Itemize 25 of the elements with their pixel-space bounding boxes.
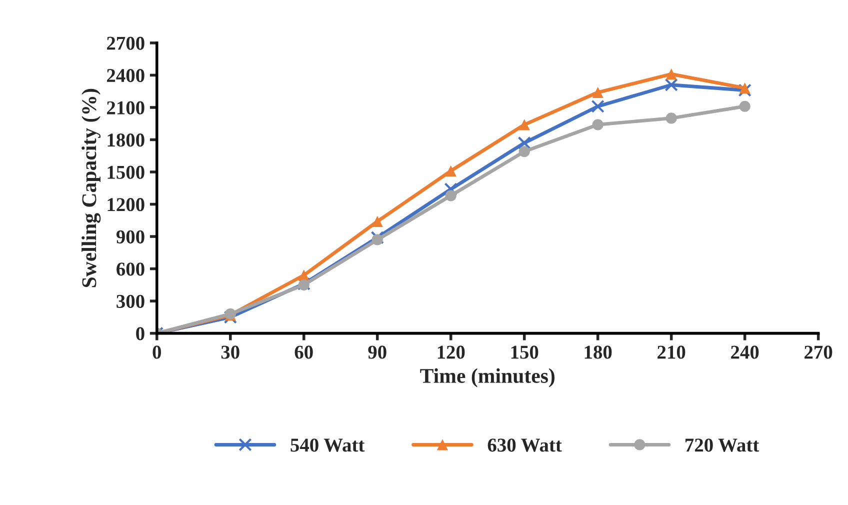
- x-tick-label: 210: [658, 346, 686, 359]
- y-tick-label: 600: [116, 262, 144, 276]
- x-tick-label: 120: [438, 346, 465, 359]
- y-tick-label: 1800: [108, 134, 144, 147]
- x-tick-label: 0: [152, 346, 161, 359]
- x-axis-title: Time (minutes): [420, 368, 554, 388]
- x-tick-label: 240: [731, 346, 759, 359]
- y-tick-label: 2400: [107, 69, 144, 82]
- y-tick-label: 300: [116, 294, 144, 308]
- x-tick-label: 30: [221, 346, 240, 359]
- y-tick-label: 1500: [108, 166, 144, 179]
- y-tick-label: 900: [116, 230, 144, 244]
- legend-label: 630 Watt: [488, 438, 562, 452]
- legend-label: 540 Watt: [290, 438, 365, 452]
- x-tick-label: 60: [294, 346, 313, 359]
- y-tick-label: 1200: [108, 198, 144, 212]
- y-tick-label: 2100: [107, 101, 144, 114]
- y-tick-label: 2700: [107, 36, 144, 50]
- x-tick-label: 90: [368, 346, 386, 359]
- x-tick-label: 270: [804, 346, 832, 359]
- x-tick-label: 180: [584, 346, 612, 359]
- y-axis-title: Swelling Capacity (%): [82, 88, 101, 288]
- x-tick-label: 150: [511, 346, 538, 359]
- legend-label: 720 Watt: [686, 438, 760, 452]
- y-tick-label: 0: [136, 327, 144, 340]
